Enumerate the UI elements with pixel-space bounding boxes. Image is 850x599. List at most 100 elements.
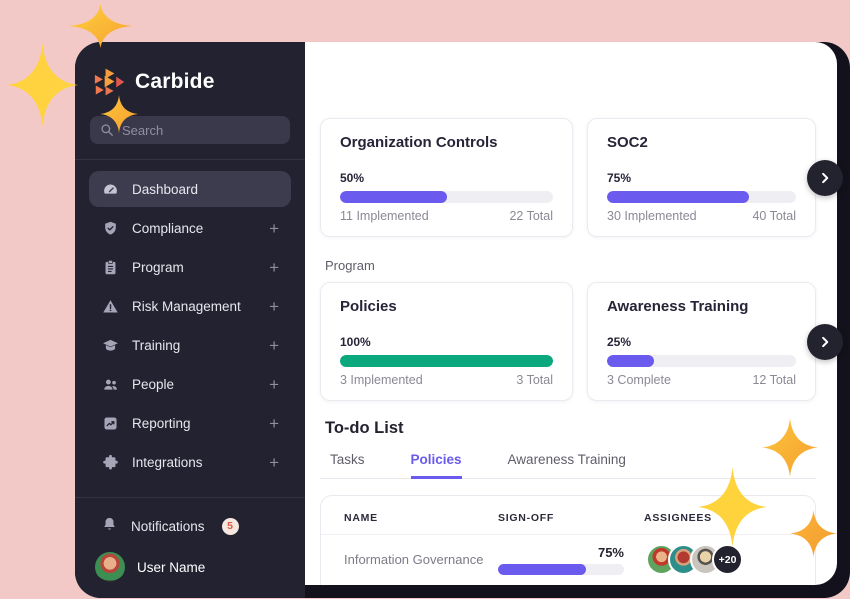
notifications-label: Notifications — [131, 518, 205, 534]
signoff-cell: 75% — [498, 545, 624, 575]
chevron-right-icon — [822, 336, 829, 348]
brand-logo[interactable]: Carbide — [75, 42, 305, 97]
card-total-label: 40 Total — [752, 209, 796, 223]
sidebar-item-program[interactable]: Program + — [89, 249, 291, 285]
sidebar-item-compliance[interactable]: Compliance + — [89, 210, 291, 246]
card-total-label: 22 Total — [509, 209, 553, 223]
notifications-item[interactable]: Notifications 5 — [89, 508, 291, 544]
gauge-icon — [101, 180, 119, 198]
tab-tasks[interactable]: Tasks — [330, 452, 365, 467]
chart-icon — [101, 414, 119, 432]
todo-tabs: Tasks Policies Awareness Training — [320, 446, 816, 479]
assignees-stack: +20 — [644, 544, 792, 575]
card-percent: 100% — [340, 335, 371, 349]
sidebar-divider-bottom — [75, 497, 305, 498]
table-header-row: NAME SIGN-OFF ASSIGNEES — [321, 496, 815, 535]
bell-icon — [101, 516, 118, 536]
user-menu[interactable]: User Name — [89, 544, 291, 582]
tab-awareness-training[interactable]: Awareness Training — [507, 452, 626, 467]
carbide-logo-icon — [94, 68, 125, 96]
card-percent: 75% — [607, 171, 632, 185]
column-header-assignees: ASSIGNEES — [644, 512, 712, 524]
table-row[interactable]: Information Governance 75% +20 — [321, 535, 815, 584]
todo-list-title: To-do List — [325, 419, 404, 437]
carousel-next-button-program[interactable] — [807, 324, 843, 360]
card-organization-controls[interactable]: Organization Controls 50% 11 Implemented… — [320, 118, 573, 237]
progress-fill — [340, 191, 447, 203]
row-name: Information Governance — [344, 552, 484, 567]
sidebar-item-dashboard[interactable]: Dashboard — [89, 171, 291, 207]
sidebar-item-label: Training — [132, 337, 181, 353]
tab-policies[interactable]: Policies — [410, 446, 462, 479]
sidebar-divider-top — [75, 159, 305, 160]
clipboard-icon — [101, 258, 119, 276]
card-title: Awareness Training — [607, 298, 749, 315]
sidebar-item-label: Integrations — [132, 454, 203, 470]
warning-triangle-icon — [101, 297, 119, 315]
sidebar-item-label: Compliance — [132, 220, 204, 236]
column-header-name: NAME — [344, 512, 378, 524]
expand-plus-icon[interactable]: + — [269, 257, 279, 277]
card-total-label: 12 Total — [752, 373, 796, 387]
card-complete-label: 3 Complete — [607, 373, 671, 387]
sidebar-item-label: Dashboard — [132, 181, 199, 197]
chevron-right-icon — [822, 172, 829, 184]
progress-fill — [340, 355, 553, 367]
card-soc2[interactable]: SOC2 75% 30 Implemented 40 Total — [587, 118, 816, 237]
card-total-label: 3 Total — [516, 373, 553, 387]
sidebar-item-label: Program — [132, 259, 184, 275]
card-percent: 50% — [340, 171, 365, 185]
column-header-signoff: SIGN-OFF — [498, 512, 555, 524]
compliance-cards-row: Organization Controls 50% 11 Implemented… — [320, 118, 816, 237]
sidebar-item-training[interactable]: Training + — [89, 327, 291, 363]
program-section-label: Program — [325, 258, 375, 273]
graduation-cap-icon — [101, 336, 119, 354]
sidebar-item-risk-management[interactable]: Risk Management + — [89, 288, 291, 324]
card-title: Organization Controls — [340, 134, 498, 151]
sidebar-item-label: Risk Management — [132, 298, 241, 314]
expand-plus-icon[interactable]: + — [269, 452, 279, 472]
expand-plus-icon[interactable]: + — [269, 296, 279, 316]
carousel-next-button-compliance[interactable] — [807, 160, 843, 196]
user-name: User Name — [137, 559, 206, 575]
expand-plus-icon[interactable]: + — [269, 218, 279, 238]
signoff-progress-bar — [498, 563, 624, 575]
progress-bar — [340, 355, 553, 367]
search-placeholder: Search — [122, 122, 164, 138]
progress-bar — [607, 355, 796, 367]
card-title: Policies — [340, 298, 397, 315]
search-input[interactable]: Search — [90, 116, 290, 144]
todo-table: NAME SIGN-OFF ASSIGNEES Information Gove… — [320, 495, 816, 585]
main-content: Organization Controls 50% 11 Implemented… — [305, 42, 837, 585]
puzzle-icon — [101, 453, 119, 471]
expand-plus-icon[interactable]: + — [269, 413, 279, 433]
shield-check-icon — [101, 219, 119, 237]
program-cards-row: Policies 100% 3 Implemented 3 Total — [320, 282, 816, 401]
assignee-overflow-count[interactable]: +20 — [712, 544, 743, 575]
notifications-badge: 5 — [221, 517, 239, 535]
card-implemented-label: 3 Implemented — [340, 373, 423, 387]
sidebar-bottom: Notifications 5 User Name — [75, 497, 305, 598]
expand-plus-icon[interactable]: + — [269, 374, 279, 394]
card-implemented-label: 11 Implemented — [340, 209, 429, 223]
sidebar-item-reporting[interactable]: Reporting + — [89, 405, 291, 441]
signoff-progress-fill — [498, 563, 587, 575]
card-awareness-training[interactable]: Awareness Training 25% 3 Complete 12 Tot… — [587, 282, 816, 401]
sidebar: Carbide Search Dashboard — [75, 42, 305, 598]
card-implemented-label: 30 Implemented — [607, 209, 697, 223]
sidebar-item-integrations[interactable]: Integrations + — [89, 444, 291, 480]
expand-plus-icon[interactable]: + — [269, 335, 279, 355]
sparkle-icon — [7, 43, 78, 127]
signoff-percent: 75% — [597, 544, 624, 560]
sidebar-item-label: People — [132, 376, 175, 392]
people-icon — [101, 375, 119, 393]
sidebar-item-people[interactable]: People + — [89, 366, 291, 402]
card-policies[interactable]: Policies 100% 3 Implemented 3 Total — [320, 282, 573, 401]
progress-fill — [607, 355, 655, 367]
progress-bar — [340, 191, 553, 203]
card-percent: 25% — [607, 335, 632, 349]
sidebar-item-label: Reporting — [132, 415, 191, 431]
progress-bar — [607, 191, 796, 203]
app-window: Carbide Search Dashboard — [75, 42, 850, 598]
